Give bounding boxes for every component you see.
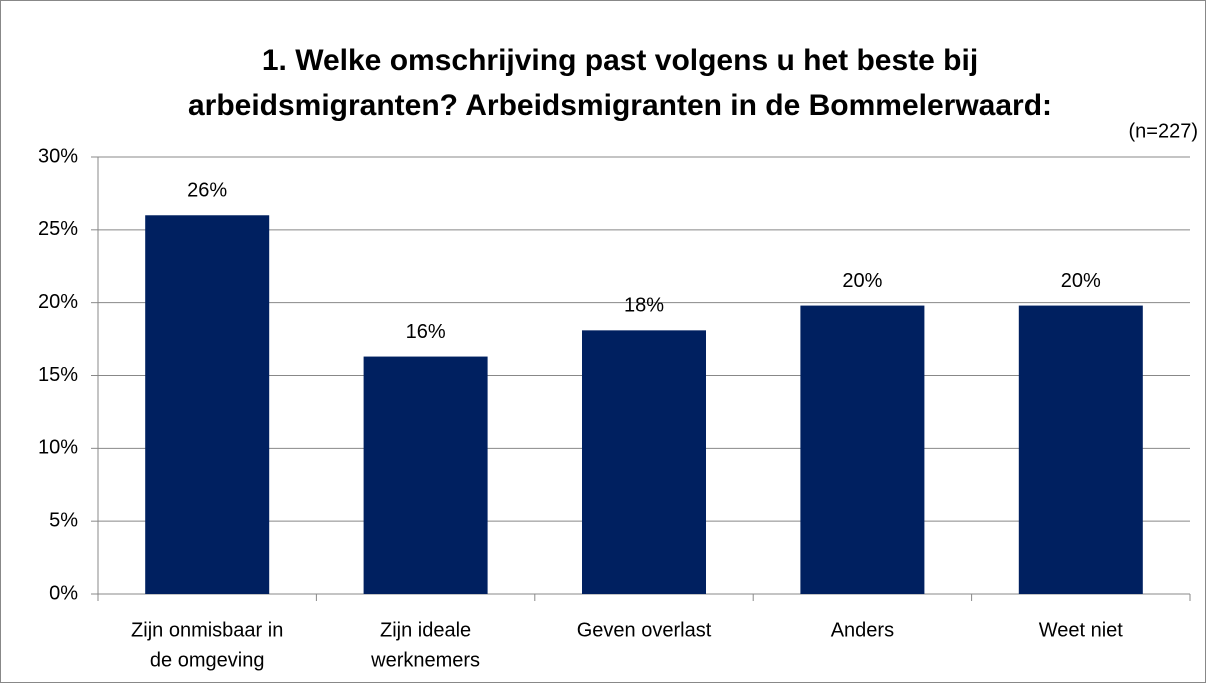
x-tick-label: Zijn onmisbaar in	[131, 619, 283, 641]
data-label: 20%	[1061, 270, 1101, 292]
x-tick-label: Zijn ideale	[380, 619, 471, 641]
y-tick-label: 5%	[49, 509, 78, 531]
bar	[582, 330, 706, 594]
y-tick-label: 10%	[38, 437, 78, 459]
x-tick-label: Geven overlast	[577, 619, 712, 641]
x-tick-label: werknemers	[370, 649, 480, 671]
x-tick-label: Anders	[831, 619, 894, 641]
chart-subtitle: (n=227)	[1129, 120, 1199, 142]
bar	[1018, 305, 1143, 594]
bar	[800, 305, 925, 594]
data-label: 20%	[842, 270, 882, 292]
data-label: 26%	[187, 180, 227, 202]
y-tick-label: 0%	[49, 582, 78, 604]
data-label: 18%	[624, 295, 664, 317]
bar	[363, 356, 488, 594]
data-label: 16%	[406, 321, 446, 343]
chart-title: arbeidsmigranten? Arbeidsmigranten in de…	[188, 89, 1052, 122]
y-tick-label: 25%	[38, 218, 78, 240]
bar	[145, 215, 270, 594]
x-tick-label: de omgeving	[150, 649, 265, 671]
chart-title: 1. Welke omschrijving past volgens u het…	[262, 44, 978, 77]
y-tick-label: 30%	[38, 145, 78, 167]
x-tick-label: Weet niet	[1039, 619, 1124, 641]
y-tick-label: 20%	[38, 291, 78, 313]
y-tick-label: 15%	[38, 364, 78, 386]
